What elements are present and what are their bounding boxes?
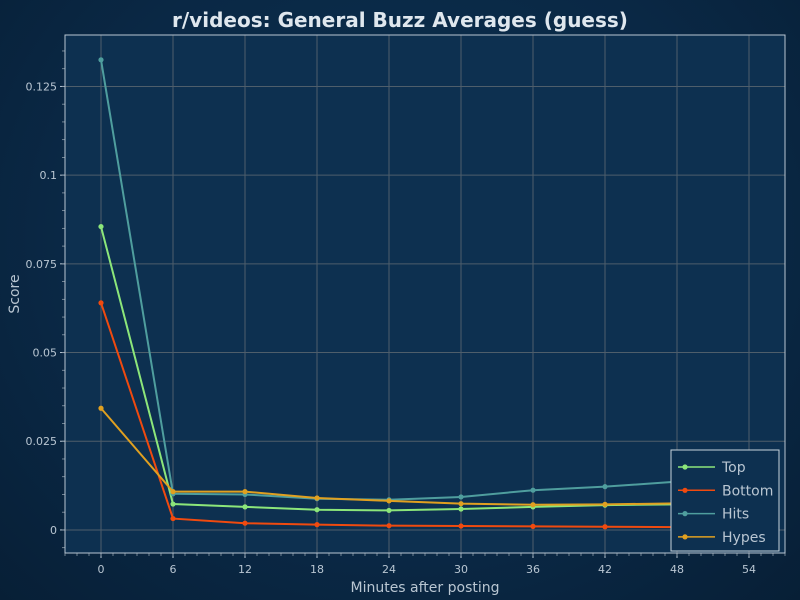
data-point [458, 523, 464, 529]
data-point [458, 501, 464, 507]
data-point [98, 405, 104, 411]
tick-label-layer: 0 6 12 18 24 30 36 42 48 54 0 0.025 0.05 0.075 0.1 0.12… [26, 80, 757, 576]
y-tick-label: 0.075 [26, 258, 58, 271]
y-tick-label: 0.05 [33, 347, 58, 360]
legend-swatch-marker [682, 510, 688, 517]
data-point [602, 524, 608, 530]
series-line [100, 59, 750, 501]
x-tick-label: 24 [382, 563, 396, 576]
data-point [170, 501, 176, 507]
y-tick-label: 0 [50, 524, 57, 537]
data-point [602, 484, 608, 490]
legend-entry-hits: Hits [678, 507, 749, 523]
x-tick-label: 48 [670, 563, 684, 576]
y-axis-title: Score [7, 274, 23, 313]
x-tick-label: 18 [310, 563, 324, 576]
data-point [314, 495, 320, 501]
series-line [100, 302, 749, 529]
legend-entry-hypes: Hypes [678, 530, 766, 546]
x-tick-label: 36 [526, 563, 540, 576]
data-point [530, 523, 536, 529]
data-point [314, 522, 320, 528]
legend-entry-bottom: Bottom [678, 483, 773, 499]
legend-label: Hits [722, 507, 749, 523]
data-point [242, 504, 248, 510]
y-tick-label: 0.025 [26, 435, 58, 448]
legend-swatch-marker [682, 464, 688, 470]
data-point [386, 523, 392, 529]
data-point [602, 501, 608, 507]
data-point [530, 502, 536, 508]
legend-label: Bottom [722, 483, 773, 499]
x-tick-label: 30 [454, 563, 468, 576]
data-point [386, 507, 392, 514]
chart-legend: Top Bottom Hits Hypes [670, 449, 780, 552]
grid-layer [65, 35, 785, 553]
legend-swatch-marker [682, 534, 688, 540]
data-point [98, 300, 104, 306]
series-line [100, 407, 750, 506]
data-point [314, 507, 320, 513]
axis-layer [60, 34, 786, 558]
data-point [458, 494, 464, 500]
x-axis-title: Minutes after posting [350, 580, 499, 596]
plot-frame [64, 34, 786, 554]
data-point [170, 489, 176, 495]
x-tick-label: 54 [742, 563, 756, 576]
data-point [242, 489, 248, 495]
legend-label: Hypes [722, 530, 766, 546]
y-tick-label: 0.125 [26, 80, 58, 93]
data-point [242, 520, 248, 526]
data-point [98, 223, 104, 230]
x-tick-label: 12 [238, 563, 252, 576]
data-point [386, 498, 392, 504]
legend-label: Top [721, 460, 746, 476]
data-point [98, 57, 104, 63]
data-point [458, 506, 464, 512]
x-tick-label: 42 [598, 563, 612, 576]
legend-swatch-marker [682, 487, 688, 493]
x-tick-label: 0 [98, 563, 105, 576]
y-tick-label: 0.1 [40, 169, 58, 182]
legend-entry-top: Top [678, 460, 746, 476]
plot-area-background [65, 35, 785, 553]
data-point [170, 515, 176, 522]
data-point [530, 487, 536, 493]
x-tick-label: 6 [170, 563, 177, 576]
chart-title: r/videos: General Buzz Averages (guess) [172, 8, 628, 32]
